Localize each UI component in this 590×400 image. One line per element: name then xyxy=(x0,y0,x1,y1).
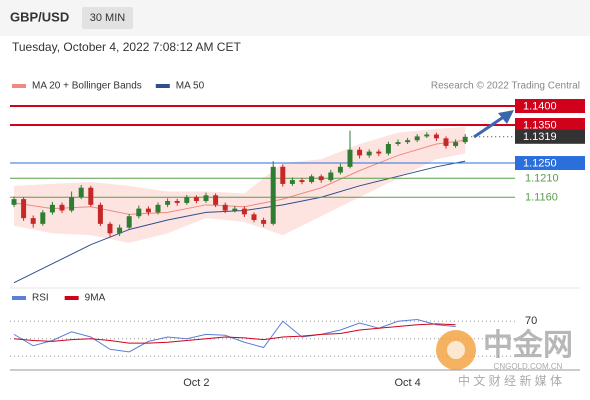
candle-body xyxy=(145,208,151,213)
candle-body xyxy=(414,136,420,141)
legend-swatch xyxy=(64,296,79,300)
main-panel: MA 20 + Bollinger Bands MA 50 Research © 2… xyxy=(10,81,585,284)
level-label-box xyxy=(515,156,585,171)
candle-body xyxy=(11,199,17,205)
rsi-line xyxy=(13,323,456,344)
candle-body xyxy=(59,204,65,211)
candle-body xyxy=(40,212,46,224)
y-tick-label: 70 xyxy=(525,315,537,327)
watermark-slogan: 中 文 财 经 新 媒 体 xyxy=(458,373,562,388)
level-label-box xyxy=(515,99,585,114)
candle-body xyxy=(289,180,295,184)
candle-body xyxy=(299,180,305,183)
candle-body xyxy=(433,134,439,139)
trend-arrow-head xyxy=(498,110,514,124)
symbol: GBP/USD xyxy=(10,9,69,24)
level-label: 1.1250 xyxy=(523,157,557,169)
watermark-domain: CNGOLD.COM.CN xyxy=(494,362,563,371)
level-label: 1.1400 xyxy=(523,100,557,112)
candle-body xyxy=(165,201,171,205)
candle-body xyxy=(49,204,55,213)
candle-body xyxy=(30,218,36,224)
candle-body xyxy=(405,140,411,143)
x-tick-label: Oct 2 xyxy=(183,377,209,389)
candle-body xyxy=(337,166,343,173)
level-label: 1.1319 xyxy=(523,131,557,143)
candle-body xyxy=(69,197,75,211)
level-label-box xyxy=(515,129,585,144)
candle-body xyxy=(222,204,228,211)
level-label: 1.1210 xyxy=(525,173,559,185)
timeframe[interactable]: 30 MIN xyxy=(90,12,126,24)
candle-body xyxy=(328,172,334,181)
legend-label: 9MA xyxy=(85,293,106,304)
watermark-brand: 中金网 xyxy=(483,328,573,362)
candle-body xyxy=(107,223,113,234)
candle-body xyxy=(453,142,459,146)
trend-arrow xyxy=(473,114,506,139)
candle-body xyxy=(174,201,180,203)
legend-swatch xyxy=(12,84,26,88)
legend-label: RSI xyxy=(32,293,49,304)
level-label: 1.1350 xyxy=(523,119,557,131)
candle-body xyxy=(21,199,27,219)
candle-body xyxy=(97,204,103,224)
timestamp: Tuesday, October 4, 2022 7:08:12 AM CET xyxy=(12,40,241,54)
candle-body xyxy=(309,176,315,183)
rsi-line xyxy=(13,318,456,353)
legend-label: MA 50 xyxy=(176,81,205,92)
legend-swatch xyxy=(12,296,26,300)
candle-body xyxy=(261,220,267,224)
candle-body xyxy=(270,166,276,224)
candle-body xyxy=(424,134,430,137)
candle-body xyxy=(251,214,257,221)
candle-body xyxy=(155,204,161,213)
candle-body xyxy=(193,197,199,202)
legend-swatch xyxy=(155,84,170,88)
candle-body xyxy=(117,227,123,234)
candle-body xyxy=(318,176,324,181)
candle-body xyxy=(213,195,219,205)
candle-body xyxy=(78,187,84,198)
candle-body xyxy=(184,197,190,203)
candle-body xyxy=(232,208,238,211)
candle-body xyxy=(376,151,382,154)
candle-body xyxy=(443,138,449,146)
watermark-logo-inner xyxy=(447,341,465,359)
timeframe-button[interactable] xyxy=(82,7,133,29)
candle-body xyxy=(203,195,209,202)
candle-body xyxy=(241,208,247,215)
candle-body xyxy=(347,149,353,167)
candle-body xyxy=(136,208,142,217)
candle-body xyxy=(357,149,363,156)
level-label: 1.1160 xyxy=(525,192,558,204)
credit: Research © 2022 Trading Central xyxy=(431,81,580,92)
candle-body xyxy=(462,136,468,143)
candle-body xyxy=(395,142,401,145)
level-label-box xyxy=(515,118,585,133)
x-tick-label: Oct 4 xyxy=(394,377,420,389)
candle-body xyxy=(88,187,94,205)
candle-body xyxy=(280,166,286,184)
candle-body xyxy=(366,151,372,156)
candle-body xyxy=(385,144,391,154)
candle-body xyxy=(126,216,132,228)
legend-label: MA 20 + Bollinger Bands xyxy=(32,81,142,92)
